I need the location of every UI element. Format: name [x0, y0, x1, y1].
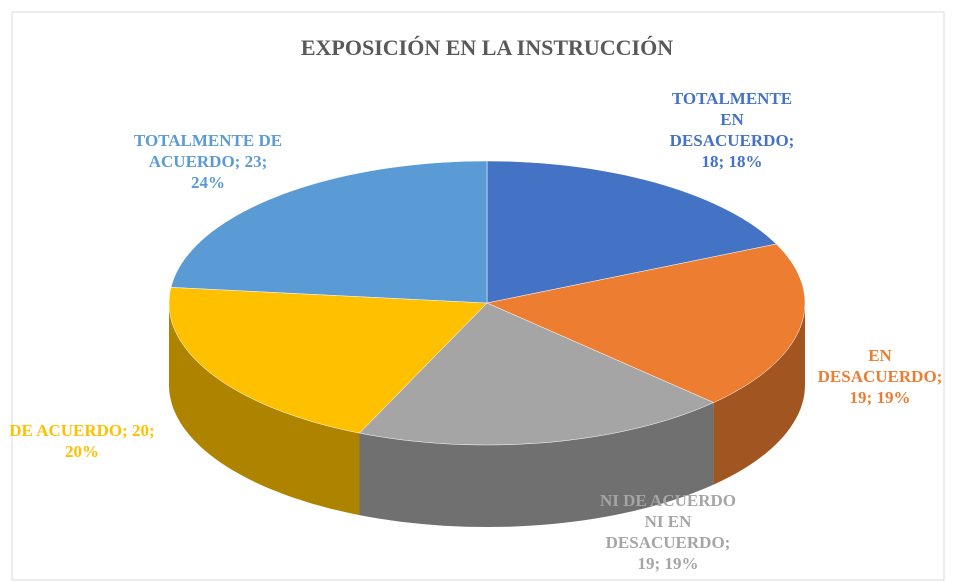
slice — [168, 287, 488, 434]
data-label: TOTALMENTE DE ACUERDO; 23; 24% — [133, 131, 283, 192]
data-label: DE ACUERDO; 20; 20% — [9, 421, 155, 461]
data-label: EN DESACUERDO; 19; 19% — [817, 346, 943, 407]
slice-side — [713, 303, 805, 485]
data-label: TOTALMENTE EN DESACUERDO; 18; 18% — [669, 89, 795, 171]
slice-side — [359, 402, 714, 527]
slice-side — [169, 303, 360, 516]
chart-title: EXPOSICIÓN EN LA INSTRUCCIÓN — [301, 35, 673, 60]
slice — [170, 160, 488, 304]
slice — [358, 302, 715, 446]
slice — [486, 243, 806, 403]
data-label: NI DE ACUERDO NI EN DESACUERDO; 19; 19% — [599, 491, 737, 573]
slice — [486, 160, 777, 304]
